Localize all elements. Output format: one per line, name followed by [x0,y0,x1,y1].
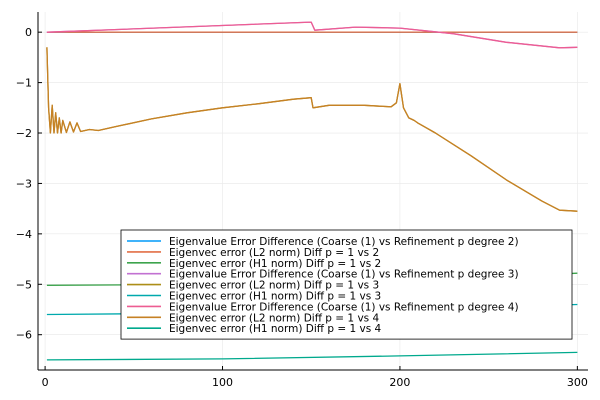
x-tick-label: 0 [42,376,49,389]
y-tick-label: 0 [25,26,32,39]
y-tick-label: −2 [16,127,32,140]
y-tick-label: −5 [16,278,32,291]
y-tick-label: −4 [16,228,32,241]
legend-entry: Eigenvec error (H1 norm) Diff p = 1 vs 4 [169,323,382,335]
series-line-7 [46,21,578,49]
series-line-8 [46,47,578,212]
legend-entry: Eigenvalue Error Difference (Coarse (1) … [169,236,519,248]
series-line-9 [46,351,578,361]
legend-entry: Eigenvalue Error Difference (Coarse (1) … [169,301,519,313]
tick-labels: 0 100 200 300 0 −1 −2 −3 −4 −5 −6 [16,26,588,389]
legend-entry: Eigenvec error (H1 norm) Diff p = 1 vs 2 [169,258,381,270]
x-tick-label: 100 [212,376,233,389]
series-line-4 [46,21,578,49]
axes [37,12,588,371]
legend-entry: Eigenvec error (L2 norm) Diff p = 1 vs 4 [169,312,379,324]
x-tick-label: 200 [389,376,410,389]
legend: Eigenvalue Error Difference (Coarse (1) … [120,229,573,340]
x-tick-label: 300 [567,376,588,389]
legend-entry: Eigenvec error (L2 norm) Diff p = 1 vs 3 [169,280,379,292]
legend-entry: Eigenvec error (H1 norm) Diff p = 1 vs 3 [169,291,381,303]
series-line-5 [46,47,578,212]
legend-entry: Eigenvalue Error Difference (Coarse (1) … [169,269,519,281]
legend-entry: Eigenvec error (L2 norm) Diff p = 1 vs 2 [169,247,379,259]
y-tick-label: −3 [16,177,32,190]
legend-box [120,229,573,340]
y-tick-label: −6 [16,329,32,342]
y-tick-label: −1 [16,77,32,90]
